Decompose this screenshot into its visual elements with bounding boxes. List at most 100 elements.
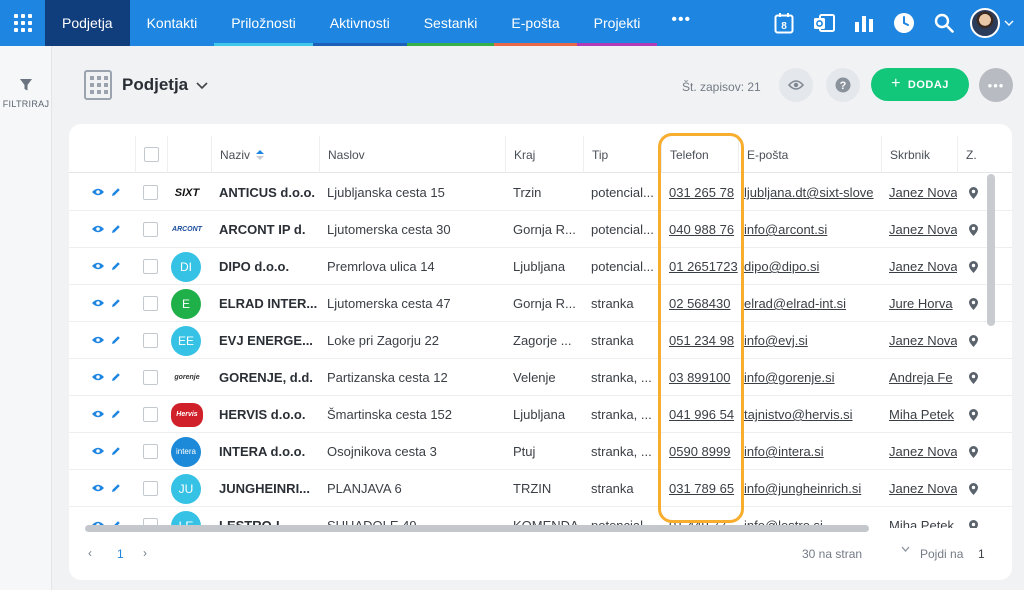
row-checkbox[interactable]: [143, 481, 158, 496]
phone-link[interactable]: 051 234 98: [669, 333, 735, 348]
column-header-city[interactable]: Kraj: [505, 136, 583, 173]
view-toggle-button[interactable]: [779, 68, 813, 102]
tab-podjetja[interactable]: Podjetja: [45, 0, 130, 46]
owner-link[interactable]: Janez Nova: [889, 185, 957, 200]
company-name[interactable]: ANTICUS d.o.o.: [219, 185, 316, 200]
owner-link[interactable]: Janez Nova: [889, 481, 957, 496]
eye-icon[interactable]: [91, 369, 105, 387]
phone-link[interactable]: 03 899100: [669, 370, 731, 385]
email-link[interactable]: elrad@elrad-int.si: [744, 296, 847, 311]
owner-link[interactable]: Andreja Fe: [889, 370, 953, 385]
table-row[interactable]: Hervis HERVIS d.o.o. Šmartinska cesta 152 L…: [69, 396, 1012, 433]
tab-sestanki[interactable]: Sestanki: [406, 0, 495, 46]
previous-page-button[interactable]: ‹: [88, 546, 92, 560]
company-name[interactable]: JUNGHEINRI...: [219, 481, 311, 496]
email-link[interactable]: dipo@dipo.si: [744, 259, 820, 274]
map-pin-icon[interactable]: [969, 211, 978, 248]
phone-link[interactable]: 031 789 65: [669, 481, 735, 496]
goto-page-input[interactable]: 1: [978, 547, 985, 561]
help-button[interactable]: ?: [826, 68, 860, 102]
company-name[interactable]: EVJ ENERGE...: [219, 333, 313, 348]
map-pin-icon[interactable]: [969, 285, 978, 322]
calendar-button[interactable]: 8: [764, 0, 804, 46]
column-header-address[interactable]: Naslov: [319, 136, 505, 173]
column-header-type[interactable]: Tip: [583, 136, 661, 173]
table-row[interactable]: E ELRAD INTER... Ljutomerska cesta 47 Gornj…: [69, 285, 1012, 322]
table-row[interactable]: intera INTERA d.o.o. Osojnikova cesta 3 Ptu…: [69, 433, 1012, 470]
map-pin-icon[interactable]: [969, 470, 978, 507]
row-checkbox[interactable]: [143, 222, 158, 237]
map-pin-icon[interactable]: [969, 433, 978, 470]
row-checkbox[interactable]: [143, 259, 158, 274]
sort-ascending-icon[interactable]: [256, 149, 265, 160]
owner-link[interactable]: Janez Nova: [889, 333, 957, 348]
row-checkbox[interactable]: [143, 444, 158, 459]
row-checkbox[interactable]: [143, 296, 158, 311]
table-row[interactable]: ARCONT ARCONT IP d. Ljutomerska cesta 30 Go…: [69, 211, 1012, 248]
column-header-phone[interactable]: Telefon: [661, 136, 738, 173]
eye-icon[interactable]: [91, 332, 105, 350]
eye-icon[interactable]: [91, 295, 105, 313]
table-row[interactable]: LE LESTRO-L... SUHADOLE 49 KOMENDA potencial…: [69, 507, 1012, 528]
row-checkbox[interactable]: [143, 333, 158, 348]
company-name[interactable]: ARCONT IP d.: [219, 222, 306, 237]
row-checkbox[interactable]: [143, 185, 158, 200]
eye-icon[interactable]: [91, 184, 105, 202]
table-row[interactable]: SIXT ANTICUS d.o.o. Ljubljanska cesta 15 Tr…: [69, 174, 1012, 211]
eye-icon[interactable]: [91, 480, 105, 498]
column-header-owner[interactable]: Skrbnik: [881, 136, 957, 173]
filter-button[interactable]: FILTRIRAJ: [0, 78, 52, 109]
email-link[interactable]: info@intera.si: [744, 444, 824, 459]
email-link[interactable]: info@lestro.si: [744, 518, 823, 528]
tab-aktivnosti[interactable]: Aktivnosti: [312, 0, 407, 46]
add-button[interactable]: + DODAJ: [871, 68, 969, 101]
chevron-down-icon[interactable]: [901, 546, 910, 552]
tab-prilo-nosti[interactable]: Priložnosti: [214, 0, 313, 46]
company-name[interactable]: INTERA d.o.o.: [219, 444, 306, 459]
user-menu-button[interactable]: [970, 8, 1024, 38]
pencil-icon[interactable]: [111, 406, 121, 424]
eye-icon[interactable]: [91, 443, 105, 461]
tab-kontakti[interactable]: Kontakti: [129, 0, 215, 46]
phone-link[interactable]: 040 988 76: [669, 222, 735, 237]
search-button[interactable]: [924, 0, 964, 46]
more-actions-button[interactable]: •••: [979, 68, 1013, 102]
email-link[interactable]: tajnistvo@hervis.si: [744, 407, 853, 422]
table-row[interactable]: EE EVJ ENERGE... Loke pri Zagorju 22 Zagorj…: [69, 322, 1012, 359]
owner-link[interactable]: Janez Nova: [889, 259, 957, 274]
table-row[interactable]: gorenje GORENJE, d.d. Partizanska cesta 12…: [69, 359, 1012, 396]
outlook-button[interactable]: [804, 0, 844, 46]
company-name[interactable]: GORENJE, d.d.: [219, 370, 313, 385]
map-pin-icon[interactable]: [969, 322, 978, 359]
map-pin-icon[interactable]: [969, 396, 978, 433]
tab-projekti[interactable]: Projekti: [576, 0, 658, 46]
phone-link[interactable]: 041 996 54: [669, 407, 735, 422]
company-name[interactable]: LESTRO-L...: [219, 518, 295, 528]
company-name[interactable]: DIPO d.o.o.: [219, 259, 290, 274]
app-launcher-button[interactable]: [0, 0, 45, 46]
eye-icon[interactable]: [91, 221, 105, 239]
owner-link[interactable]: Janez Nova: [889, 444, 957, 459]
next-page-button[interactable]: ›: [143, 546, 147, 560]
column-header-z[interactable]: Z.: [957, 136, 997, 173]
company-name[interactable]: HERVIS d.o.o.: [219, 407, 306, 422]
more-modules-button[interactable]: •••: [671, 11, 692, 28]
row-checkbox[interactable]: [143, 370, 158, 385]
row-checkbox[interactable]: [143, 407, 158, 422]
map-pin-icon[interactable]: [969, 507, 978, 528]
page-title[interactable]: Podjetja: [122, 75, 189, 94]
email-link[interactable]: info@jungheinrich.si: [744, 481, 862, 496]
reports-button[interactable]: [844, 0, 884, 46]
table-row[interactable]: JU JUNGHEINRI... PLANJAVA 6 TRZIN stranka 031…: [69, 470, 1012, 507]
horizontal-scrollbar[interactable]: [85, 525, 869, 532]
pencil-icon[interactable]: [111, 480, 121, 498]
select-all-checkbox[interactable]: [144, 147, 159, 162]
phone-link[interactable]: 01 449 77: [669, 518, 727, 528]
page-number[interactable]: 1: [117, 547, 124, 561]
email-link[interactable]: ljubljana.dt@sixt-slove: [744, 185, 874, 200]
pencil-icon[interactable]: [111, 295, 121, 313]
email-link[interactable]: info@arcont.si: [744, 222, 828, 237]
email-link[interactable]: info@gorenje.si: [744, 370, 835, 385]
pencil-icon[interactable]: [111, 332, 121, 350]
vertical-scrollbar[interactable]: [987, 174, 995, 326]
